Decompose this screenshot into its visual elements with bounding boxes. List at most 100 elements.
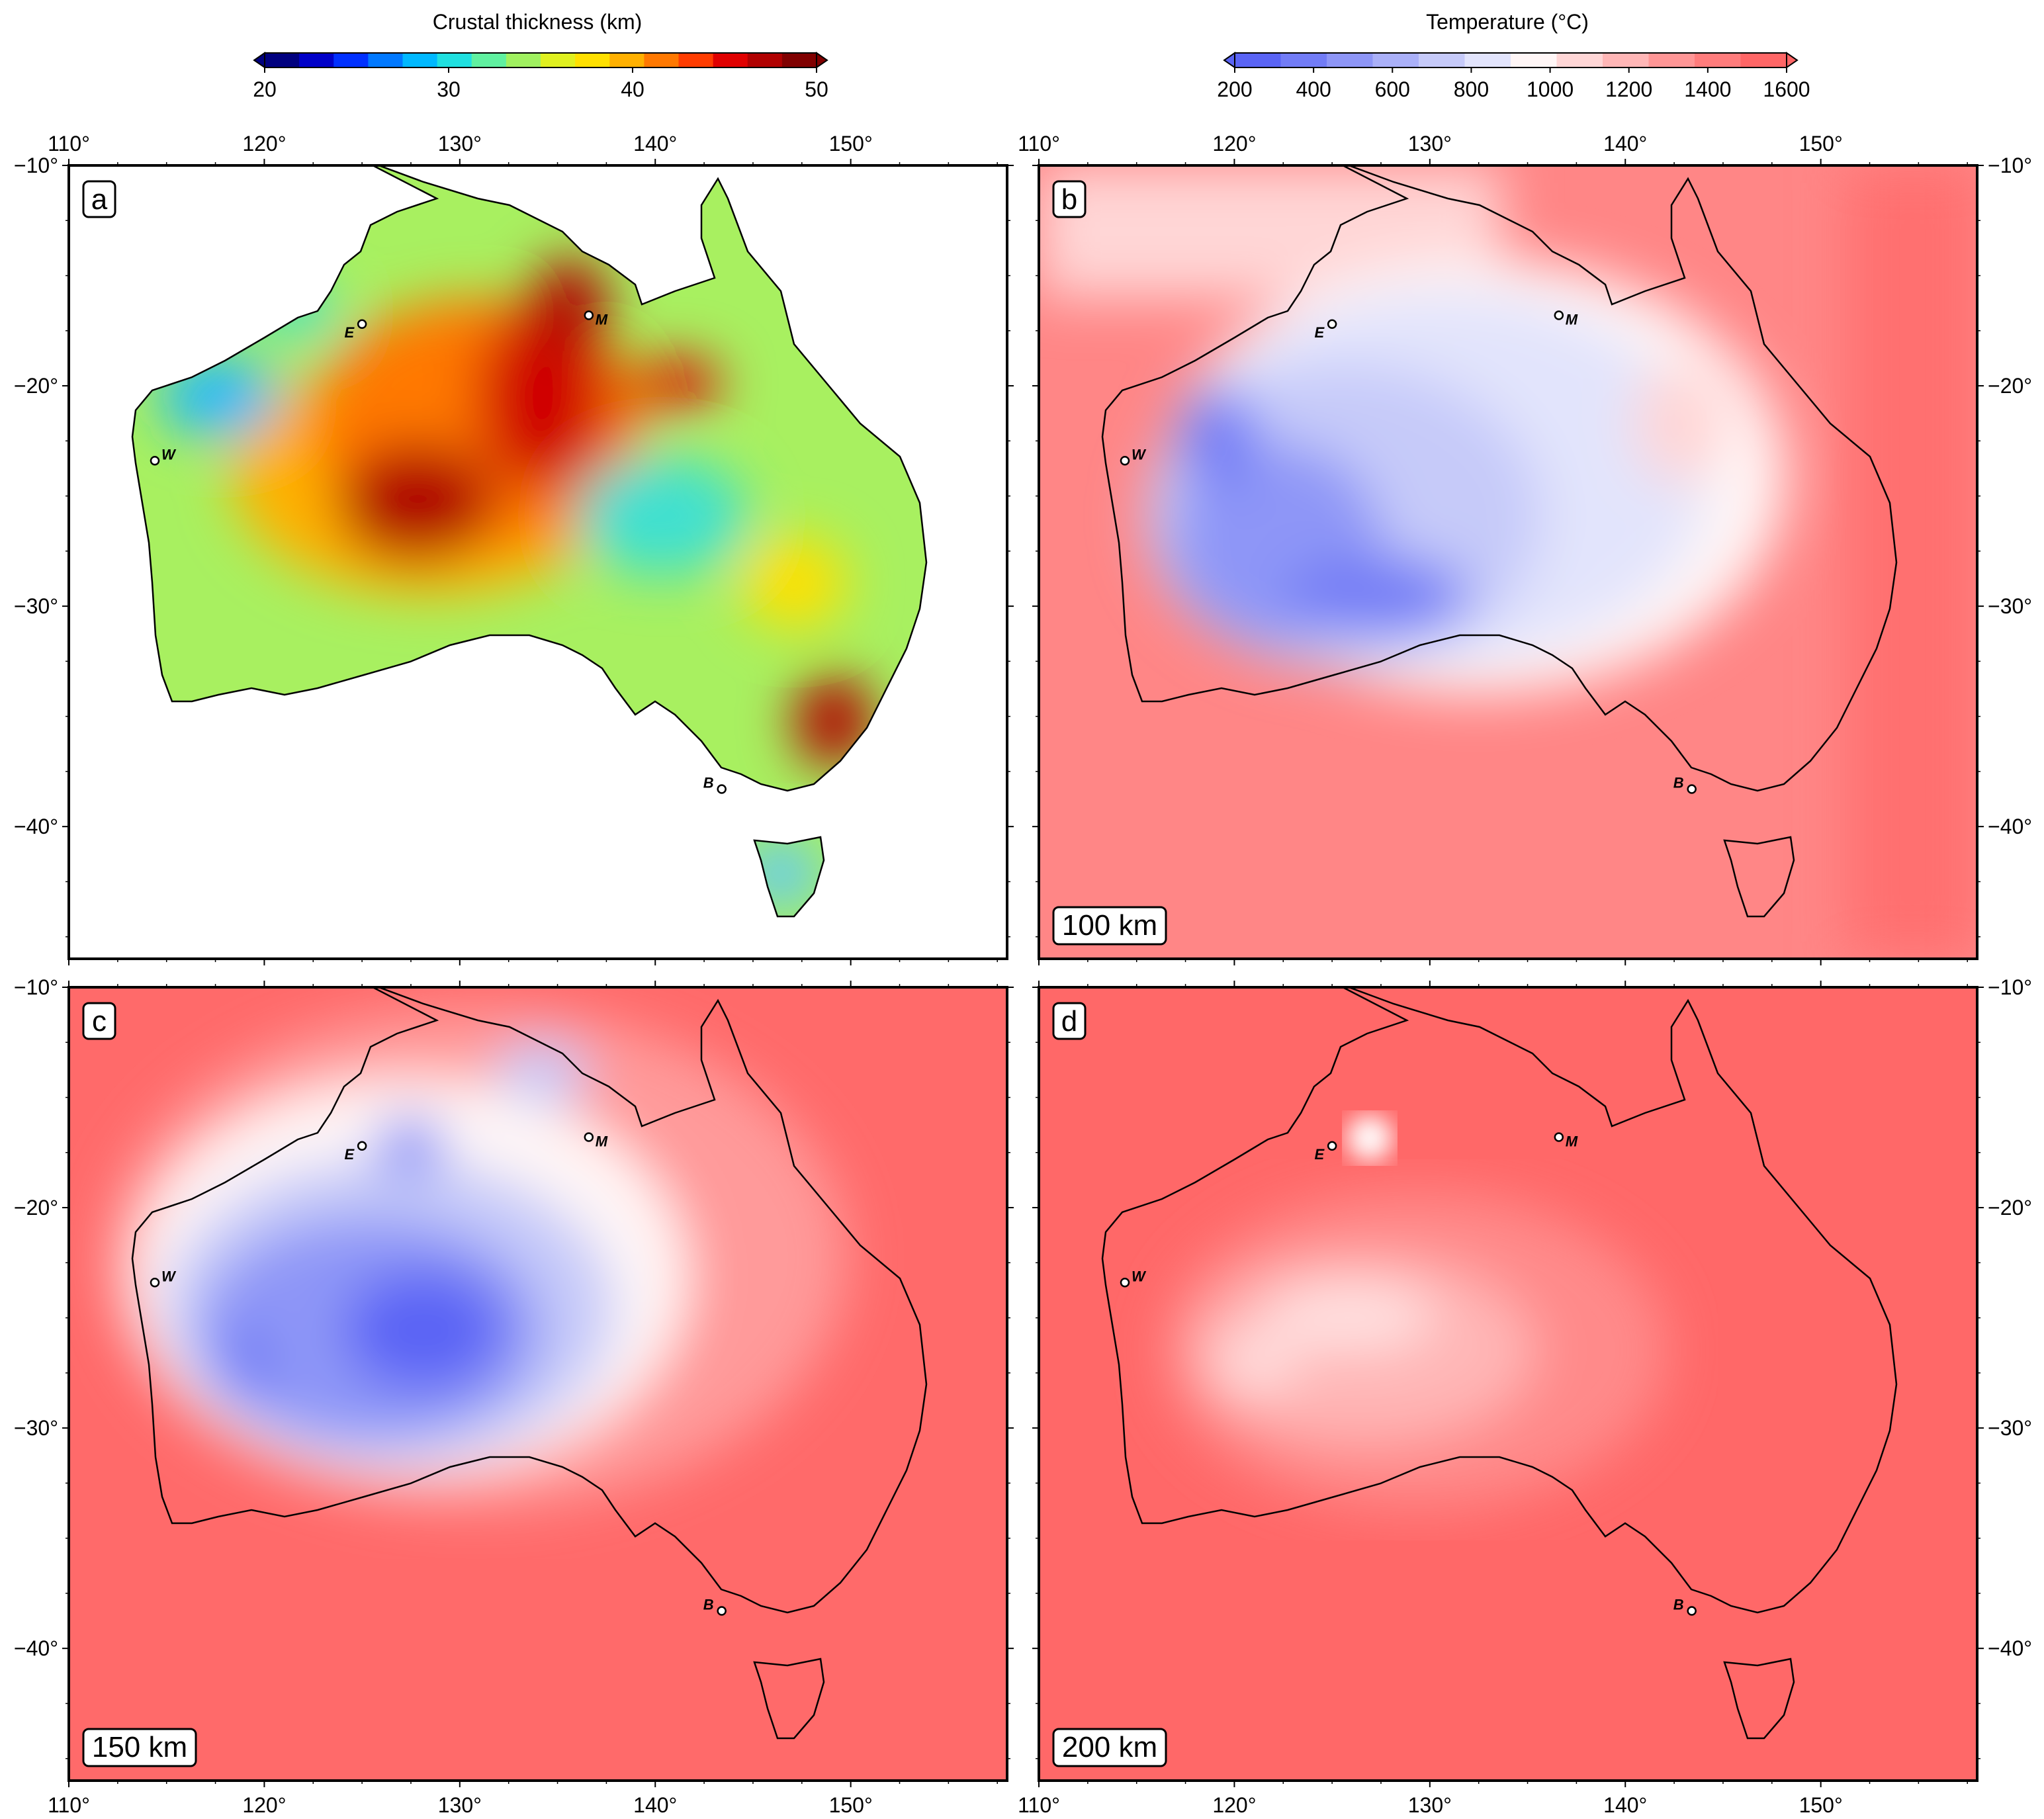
temperature-colorbar-swatch (1740, 53, 1787, 67)
temperature-colorbar-tick-label: 400 (1296, 77, 1331, 101)
temperature-colorbar-low-arrow (1223, 52, 1235, 69)
temperature-colorbar-swatch (1648, 53, 1695, 67)
temperature-colorbar-swatch (1372, 53, 1419, 67)
lat-tick-label: −30° (1988, 594, 2032, 618)
depth-label: 200 km (1062, 1731, 1157, 1763)
lat-tick-label: −20° (1988, 1196, 2032, 1220)
panel-label-box (1052, 1002, 1087, 1040)
station-label: E (344, 324, 355, 341)
lat-tick-label: −10° (1988, 975, 2032, 999)
temperature-colorbar-swatch (1280, 53, 1327, 67)
station-marker (1327, 319, 1337, 330)
panel-label-box (82, 1002, 116, 1040)
crustal-colorbar-low-arrow (253, 52, 265, 69)
crustal-colorbar-frame (264, 52, 817, 68)
station-marker (1687, 1606, 1697, 1616)
lat-tick-label: −20° (14, 1196, 58, 1220)
station-marker (1554, 1132, 1564, 1142)
crustal-colorbar-swatch (609, 53, 644, 67)
station-marker (1554, 310, 1564, 320)
lat-tick-label: −20° (14, 374, 58, 398)
lat-tick-label: −10° (14, 154, 58, 177)
panel-a-crustal-thickness-map (67, 164, 1008, 960)
station-label: M (596, 311, 608, 328)
station-label: B (1673, 775, 1684, 791)
station-marker (584, 310, 594, 320)
lon-tick-label: 150° (1799, 132, 1843, 155)
lon-tick-label: 110° (1018, 1793, 1060, 1817)
temperature-colorbar-swatch (1464, 53, 1511, 67)
lon-tick-label: 130° (438, 132, 482, 155)
temperature-colorbar-swatch (1603, 53, 1649, 67)
lat-tick-label: −40° (1988, 1636, 2032, 1660)
lon-tick-label: 140° (1603, 1793, 1647, 1817)
station-marker (584, 1132, 594, 1142)
crustal-colorbar-swatch (368, 53, 403, 67)
crustal-colorbar-swatch (437, 53, 472, 67)
station-label: M (1566, 1133, 1578, 1149)
temperature-colorbar-swatch (1419, 53, 1465, 67)
station-marker (150, 1278, 160, 1288)
crustal-colorbar-swatch (575, 53, 610, 67)
crustal-colorbar-swatch (678, 53, 714, 67)
lon-tick-label: 120° (1212, 132, 1256, 155)
station-label: W (1132, 446, 1147, 463)
temperature-colorbar-tick-label: 800 (1454, 77, 1489, 101)
lon-tick-label: 150° (829, 132, 873, 155)
lat-tick-label: −40° (1988, 815, 2032, 838)
lon-tick-label: 110° (1018, 132, 1060, 155)
panel-label: a (91, 183, 108, 216)
lon-tick-label: 120° (242, 132, 286, 155)
panel-label: c (92, 1005, 107, 1038)
lon-tick-label: 140° (633, 1793, 677, 1817)
crustal-thickness-colorbar: Crustal thickness (km) 20 30 40 50 (253, 10, 828, 101)
station-label: M (596, 1133, 608, 1149)
lat-tick-label: −40° (14, 1636, 58, 1660)
crustal-colorbar-tick-label: 20 (253, 77, 277, 101)
panel-label: b (1061, 183, 1077, 216)
station-marker (717, 784, 727, 794)
panel-c-temperature-150km-map (67, 986, 1008, 1782)
crustal-colorbar-swatch (265, 53, 300, 67)
station-label: E (1314, 1146, 1325, 1163)
lon-tick-label: 150° (1799, 1793, 1843, 1817)
station-label: M (1566, 311, 1578, 328)
lat-tick-label: −20° (1988, 374, 2032, 398)
lat-tick-label: −30° (14, 1416, 58, 1440)
station-label: E (344, 1146, 355, 1163)
station-marker (717, 1606, 727, 1616)
temperature-colorbar-frame (1234, 52, 1787, 68)
station-marker (1687, 784, 1697, 794)
depth-label: 100 km (1062, 909, 1157, 942)
station-marker (1120, 1278, 1130, 1288)
crustal-colorbar-tick-label: 50 (805, 77, 828, 101)
panel-label-box (1052, 180, 1087, 218)
lon-tick-label: 140° (1603, 132, 1647, 155)
temperature-colorbar-high-arrow (1786, 52, 1799, 69)
station-marker (1327, 1141, 1337, 1151)
lon-tick-label: 110° (48, 1793, 90, 1817)
crustal-colorbar-tick-label: 30 (437, 77, 461, 101)
depth-label: 150 km (92, 1731, 187, 1763)
panel-d-temperature-200km-map (1038, 986, 1978, 1782)
axis-ticks: 110° 120° 130° 140° 150° −10° −20° −30° −40° 110°… (14, 132, 2032, 1817)
station-label: B (703, 1597, 714, 1613)
crustal-colorbar-swatch (713, 53, 748, 67)
station-label: W (161, 446, 177, 463)
crustal-colorbar-swatch (541, 53, 576, 67)
crustal-colorbar-tick-label: 40 (621, 77, 644, 101)
temperature-colorbar-swatch (1556, 53, 1603, 67)
crustal-colorbar-swatch (747, 53, 783, 67)
temperature-colorbar-tick-label: 1400 (1684, 77, 1731, 101)
temperature-colorbar-tick-label: 1000 (1527, 77, 1574, 101)
lon-tick-label: 130° (1408, 132, 1452, 155)
temperature-colorbar-tick-label: 1600 (1763, 77, 1810, 101)
panel-label-box (82, 180, 116, 218)
station-label: B (1673, 1597, 1684, 1613)
crustal-colorbar-title: Crustal thickness (km) (433, 10, 643, 34)
depth-label-box (82, 1728, 197, 1767)
crustal-colorbar-swatch (781, 53, 817, 67)
lon-tick-label: 150° (829, 1793, 873, 1817)
panel-label: d (1061, 1005, 1077, 1038)
